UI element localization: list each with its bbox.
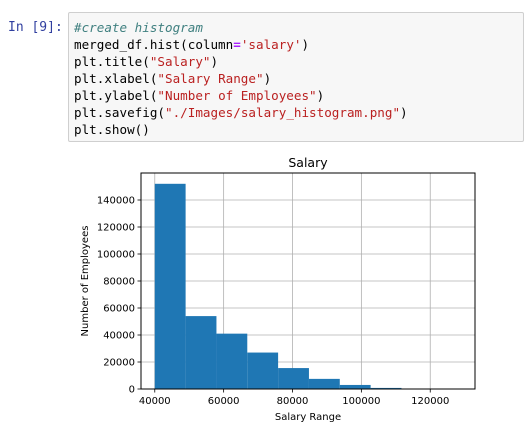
y-tick-label: 60000 xyxy=(103,304,135,315)
chart-title: Salary xyxy=(288,155,328,170)
y-axis-label: Number of Employees xyxy=(80,226,91,337)
y-tick-label: 100000 xyxy=(97,250,135,261)
code-editor[interactable]: #create histogram merged_df.hist(column=… xyxy=(68,12,524,142)
code-line-6: plt.savefig("./Images/salary_histogram.p… xyxy=(74,105,408,120)
code-comment: #create histogram xyxy=(74,20,203,35)
y-tick-label: 0 xyxy=(129,385,135,396)
code-line-4: plt.xlabel("Salary Range") xyxy=(74,71,271,86)
salary-histogram-chart: 40000 60000 80000 100000 120000 0 20000 40000 60… xyxy=(68,146,527,436)
x-tick-label: 100000 xyxy=(342,396,380,407)
code-text[interactable]: #create histogram merged_df.hist(column=… xyxy=(74,19,408,138)
histogram-bar xyxy=(247,353,278,389)
y-tick-label: 40000 xyxy=(103,331,135,342)
histogram-bar xyxy=(186,316,217,389)
x-tick-label: 40000 xyxy=(139,396,171,407)
y-tick-label: 120000 xyxy=(97,223,135,234)
y-tick-label: 20000 xyxy=(103,358,135,369)
input-prompt: In [9]: xyxy=(8,19,63,36)
cell-output: 40000 60000 80000 100000 120000 0 20000 40000 60… xyxy=(68,146,527,436)
code-line-2: merged_df.hist(column='salary') xyxy=(74,37,309,52)
histogram-bar xyxy=(340,385,371,389)
x-axis-label: Salary Range xyxy=(275,412,341,423)
histogram-bars xyxy=(155,184,463,389)
code-line-5: plt.ylabel("Number of Employees") xyxy=(74,88,324,103)
y-tick-label: 140000 xyxy=(97,196,135,207)
histogram-bar xyxy=(309,379,340,389)
code-line-3: plt.title("Salary") xyxy=(74,54,218,69)
x-tick-label: 120000 xyxy=(411,396,449,407)
histogram-bar xyxy=(278,368,309,389)
code-line-7: plt.show() xyxy=(74,122,150,137)
x-tick-label: 60000 xyxy=(208,396,240,407)
x-tick-label: 80000 xyxy=(277,396,309,407)
histogram-bar xyxy=(155,184,186,389)
y-tick-label: 80000 xyxy=(103,277,135,288)
histogram-bar xyxy=(216,334,247,389)
